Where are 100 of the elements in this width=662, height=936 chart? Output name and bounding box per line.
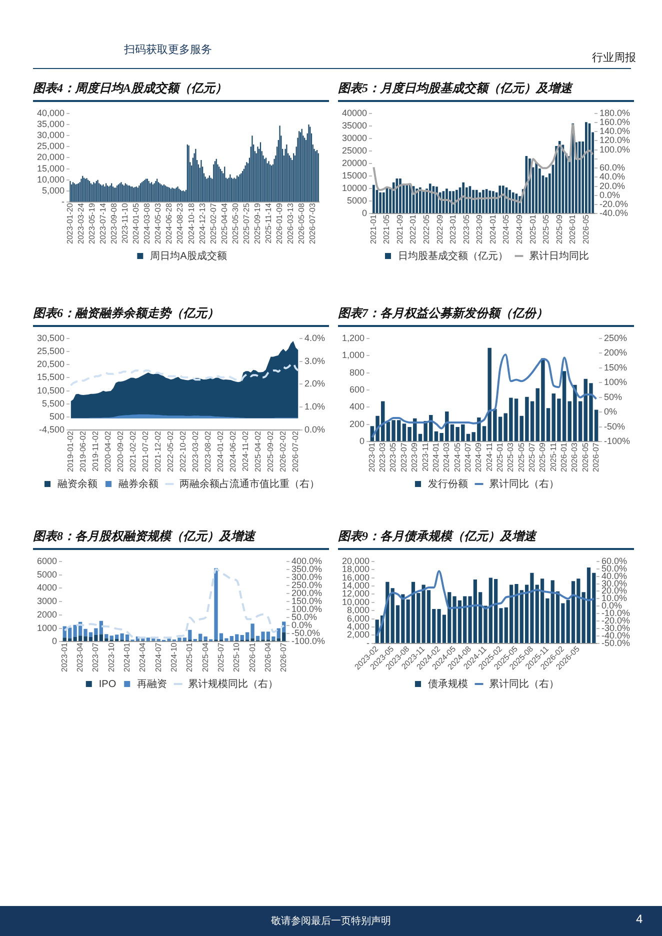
y-tick-label: 20,000 <box>36 152 65 162</box>
bar <box>545 177 548 214</box>
y-tick-label: 0 <box>52 636 58 646</box>
y-tick-label: 14,000 <box>342 580 370 590</box>
line-series <box>64 568 285 639</box>
chart-title: 图表9：各月债承规模（亿元）及增速 <box>338 528 634 550</box>
chart-title: 图表6：融资融券余额走势（亿元） <box>33 305 329 327</box>
legend-label: 累计规模同比（右） <box>188 678 278 690</box>
x-tick-label: 2023-01 <box>448 214 458 244</box>
y2-tick-label: 20.0% <box>601 586 628 596</box>
chart-title: 图表5：月度日均股基成交额（亿元）及增速 <box>338 80 634 102</box>
legend-label: 日均股基成交额（亿元） <box>398 250 508 262</box>
x-tick-label: 2026-01 <box>560 442 568 472</box>
x-tick-label: 2020-04-02 <box>103 430 112 472</box>
y-tick-label: 600 <box>349 384 365 395</box>
x-tick-label: 2025-03 <box>506 442 516 472</box>
bar <box>379 192 382 214</box>
y2-tick-label: 1.0% <box>304 402 325 412</box>
y-tick-label: 10000 <box>342 183 368 194</box>
x-tick-label: 2025-04 <box>200 642 210 672</box>
x-tick-label: 2026-03 <box>570 442 580 472</box>
x-tick-label: 2025-07-25 <box>242 202 251 244</box>
y-tick-label: 6,000 <box>346 613 370 624</box>
y2-tick-label: 0.0% <box>291 620 312 630</box>
x-tick-label: 2023-05 <box>388 442 398 472</box>
y2-tick-label: 50.0% <box>601 563 628 574</box>
y-tick-label: 3000 <box>36 596 58 606</box>
y-tick-label: 16,000 <box>342 572 370 582</box>
y2-tick-label: 60.0% <box>599 162 626 173</box>
x-tick-label: 2026-02-02 <box>278 430 288 472</box>
y-tick-label: - <box>62 196 65 207</box>
legend-label: IPO <box>98 678 116 690</box>
x-tick-label: 2022-09 <box>435 214 444 244</box>
x-tick-label: 2026-07 <box>279 642 288 672</box>
bar <box>558 140 561 214</box>
x-tick-label: 2023-07 <box>91 642 100 672</box>
y-tick-label: 0 <box>360 436 365 446</box>
y-tick-label: 200 <box>349 418 365 429</box>
x-tick-label: 2023-11 <box>420 442 430 472</box>
legend-label: 累计同比（右） <box>489 678 559 690</box>
x-tick-label: 2026-07 <box>592 442 601 472</box>
y2-tick-label: 100.0% <box>599 144 630 154</box>
y2-tick-label: 250% <box>604 332 628 343</box>
x-tick-label: 2024-08-23 <box>176 202 185 244</box>
x-tick-label: 2025-09 <box>538 442 548 472</box>
y2-tick-label: -100% <box>604 436 630 446</box>
y2-tick-label: 2.0% <box>304 378 325 389</box>
x-tick-label: 2021-05 <box>382 214 392 244</box>
y-tick-label: 18,000 <box>342 564 370 574</box>
y2-tick-label: 300.0% <box>291 572 322 582</box>
x-tick-label: 2023-03-24 <box>76 202 86 244</box>
y2-tick-label: 200% <box>604 348 628 358</box>
y-tick-label: 5000 <box>346 196 368 206</box>
y2-tick-label: 0.0% <box>599 190 620 200</box>
x-tick-label: 2026-01 <box>568 214 578 244</box>
y2-tick-label: 40.0% <box>599 172 626 182</box>
x-tick-label: 2026-05 <box>581 214 590 244</box>
x-tick-label: 2025-01 <box>528 214 538 244</box>
x-tick-label: 2023-09 <box>410 442 420 472</box>
x-tick-label: 2025-11 <box>548 442 558 472</box>
y-tick-label: 15000 <box>342 170 368 181</box>
x-tick-label: 2023-03 <box>378 442 388 472</box>
x-tick-label: 2024-11 <box>484 442 494 472</box>
bar <box>392 182 395 214</box>
y2-tick-label: -50% <box>604 421 625 432</box>
legend-label: 两融余额占流通市值比重（右） <box>180 478 320 490</box>
y2-tick-label: 50% <box>604 392 622 402</box>
x-tick-label: 2024-09 <box>474 442 484 472</box>
x-tick-label: 2024-01 <box>431 442 440 472</box>
x-tick-label: 2023-07-14 <box>98 202 108 244</box>
x-tick-label: 2025-05 <box>516 442 526 472</box>
y-tick-label: 30,000 <box>36 130 65 140</box>
bar <box>472 190 474 214</box>
x-tick-label: 2025-01 <box>495 442 504 472</box>
y-tick-label: 25,000 <box>36 141 65 152</box>
y-tick-label: 2,000 <box>346 630 370 640</box>
y-tick-label: 20,000 <box>342 556 370 566</box>
y-tick-label: 40,000 <box>36 108 65 118</box>
y2-tick-label: -20.0% <box>599 199 628 210</box>
chart-title: 图表7：各月权益公募新发份额（亿份） <box>338 305 634 327</box>
bar <box>442 191 445 214</box>
y2-tick-label: 140.0% <box>599 126 630 136</box>
legend-label: 融券余额 <box>118 478 158 490</box>
x-tick-label: 2023-01 <box>60 642 69 672</box>
x-tick-label: 2025-05 <box>542 214 551 244</box>
x-tick-label: 2021-09 <box>395 214 404 244</box>
x-tick-label: 2026-05 <box>580 442 590 472</box>
y2-tick-label: 200.0% <box>291 588 322 598</box>
x-tick-label: 2024-01 <box>488 214 498 244</box>
bar <box>498 186 502 214</box>
y-tick-label: 4000 <box>36 582 58 593</box>
y2-tick-label: 150% <box>604 362 628 372</box>
x-tick-label: 2024-11-02 <box>240 430 250 472</box>
bar <box>446 188 448 214</box>
legend-label: 周日均A股成交额 <box>150 250 227 262</box>
x-tick-label: 2026-07-03 <box>308 202 318 244</box>
x-tick-label: 2024-03-08 <box>142 202 152 244</box>
x-tick-label: 2019-11-02 <box>90 430 100 472</box>
chart-title: 图表8：各月股权融资规模（亿元）及增速 <box>33 528 329 550</box>
y2-tick-label: -50.0% <box>601 638 630 648</box>
